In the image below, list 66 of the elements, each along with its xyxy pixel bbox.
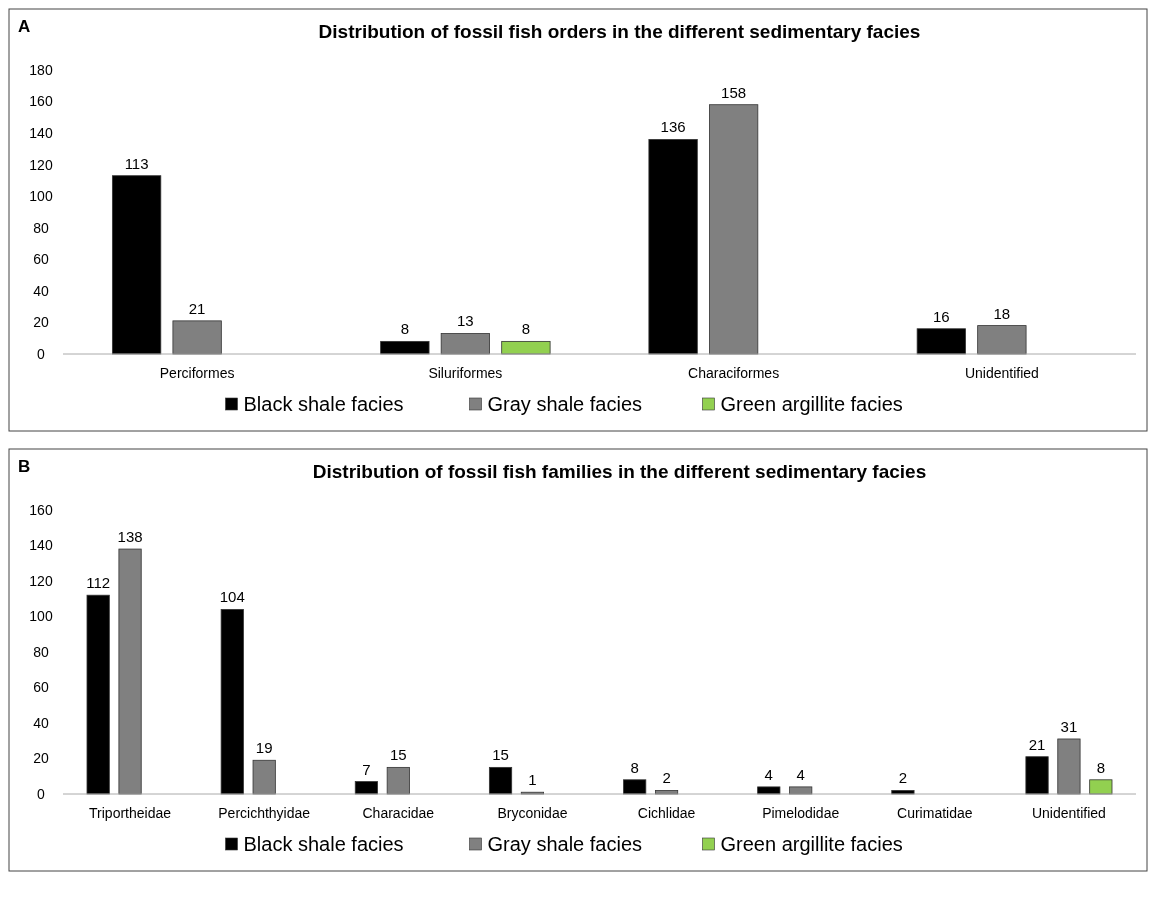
x-tick-label: Siluriformes (428, 365, 503, 381)
data-label: 8 (400, 320, 410, 338)
y-tick-label: 160 (29, 93, 53, 110)
data-label: 112 (86, 574, 111, 592)
y-tick-label: 80 (33, 219, 49, 236)
data-label: 21 (188, 299, 206, 317)
y-tick-label: 40 (33, 282, 49, 299)
data-label: 4 (764, 765, 773, 783)
data-label: 13 (457, 312, 474, 330)
legend-label: Black shale facies (243, 833, 404, 855)
data-label: 18 (993, 304, 1011, 322)
data-label: 21 (1028, 735, 1046, 753)
y-tick-label: 100 (29, 188, 53, 205)
data-label: 8 (1096, 758, 1106, 776)
data-label: 8 (630, 758, 639, 776)
legend-label: Green argillite facies (720, 833, 903, 855)
y-tick-label: 100 (29, 608, 53, 625)
data-label: 31 (1060, 717, 1078, 735)
data-label: 113 (124, 154, 149, 172)
data-label: 158 (721, 83, 747, 101)
x-tick-label: Characiformes (688, 365, 780, 381)
legend-label: Green argillite facies (720, 393, 903, 415)
x-tick-label: Cichlidae (637, 805, 696, 821)
data-label: 8 (521, 320, 531, 338)
legend-label: Black shale facies (243, 393, 404, 415)
x-tick-label: Characidae (362, 805, 435, 821)
data-label: 15 (389, 746, 407, 764)
legend-label: Gray shale facies (487, 393, 643, 415)
data-label: 16 (933, 307, 950, 325)
y-tick-label: 60 (33, 679, 49, 696)
text: B (18, 457, 31, 476)
data-label: 2 (898, 769, 908, 787)
y-tick-label: 80 (33, 643, 49, 660)
chart-title: Distribution of fossil fish families in the different sedimentary facies (312, 461, 927, 482)
data-label: 104 (219, 588, 245, 606)
x-tick-label: Curimatidae (897, 805, 973, 821)
x-tick-label: Triportheidae (89, 805, 172, 821)
y-tick-label: 120 (29, 156, 53, 173)
y-tick-label: 140 (29, 125, 53, 142)
text: A (18, 17, 31, 36)
y-tick-label: 0 (37, 345, 46, 362)
data-label: 138 (117, 528, 143, 546)
x-tick-label: Bryconidae (497, 805, 568, 821)
chart-title: Distribution of fossil fish orders in the different sedimentary facies (318, 21, 921, 42)
data-label: 2 (662, 769, 671, 787)
data-label: 19 (255, 739, 273, 757)
x-tick-label: Perciformes (159, 365, 235, 381)
y-tick-label: 120 (29, 572, 53, 589)
data-label: 15 (492, 746, 509, 764)
y-tick-label: 60 (33, 251, 49, 268)
data-label: 136 (660, 118, 686, 136)
y-tick-label: 20 (33, 314, 49, 331)
y-tick-label: 0 (37, 785, 46, 802)
data-label: 7 (362, 760, 371, 778)
y-tick-label: 180 (29, 61, 53, 78)
legend-label: Gray shale facies (487, 833, 643, 855)
x-tick-label: Pimelodidae (762, 805, 840, 821)
data-label: 1 (528, 771, 537, 789)
y-tick-label: 40 (33, 714, 49, 731)
x-tick-label: Unidentified (1031, 805, 1106, 821)
y-tick-label: 20 (33, 750, 49, 767)
x-tick-label: Percichthyidae (218, 805, 311, 821)
y-tick-label: 160 (29, 501, 53, 518)
y-tick-label: 140 (29, 537, 53, 554)
x-tick-label: Unidentified (964, 365, 1039, 381)
data-label: 4 (796, 765, 805, 783)
